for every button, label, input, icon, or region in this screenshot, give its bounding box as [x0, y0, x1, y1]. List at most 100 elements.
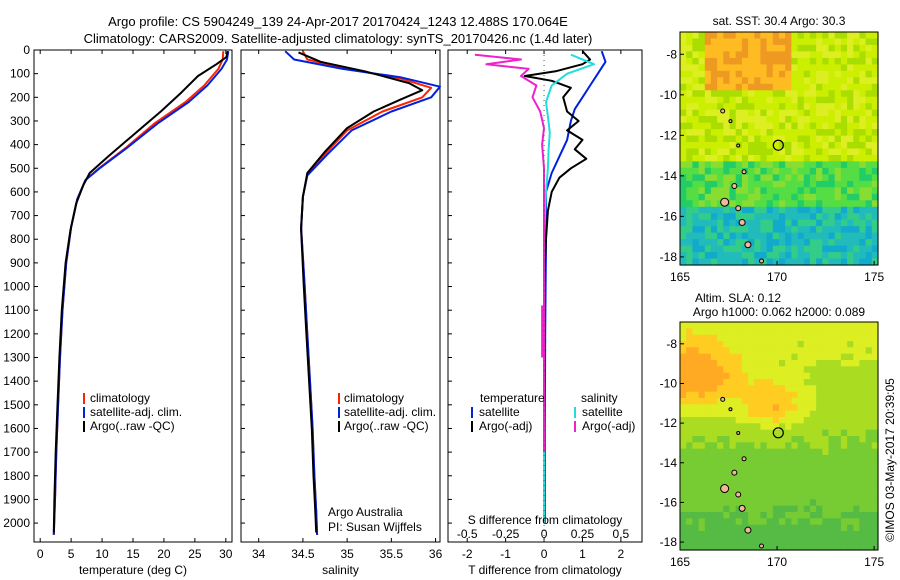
- heatmap-cell: [729, 51, 737, 59]
- heatmap-cell: [680, 448, 687, 456]
- heatmap-cell: [865, 360, 873, 367]
- heatmap-cell: [847, 442, 854, 450]
- heatmap-cell: [828, 417, 836, 424]
- heatmap-cell: [717, 252, 724, 260]
- heatmap-cell: [692, 512, 700, 519]
- heatmap-cell: [760, 96, 768, 104]
- heatmap-cell: [822, 44, 830, 52]
- heatmap-cell: [797, 353, 805, 361]
- heatmap-cell: [735, 347, 743, 355]
- heatmap-cell: [772, 518, 780, 526]
- heatmap-cell: [723, 505, 731, 513]
- heatmap-cell: [785, 404, 792, 412]
- heatmap-cell: [698, 385, 706, 393]
- heatmap-cell: [853, 417, 861, 424]
- heatmap-cell: [797, 38, 805, 46]
- heatmap-cell: [797, 379, 805, 386]
- heatmap-cell: [779, 347, 786, 355]
- heatmap-cell: [865, 486, 873, 494]
- heatmap-cell: [834, 96, 842, 104]
- heatmap-cell: [704, 64, 712, 72]
- heatmap-cell: [809, 448, 817, 456]
- heatmap-cell: [723, 77, 731, 85]
- heatmap-cell: [828, 512, 836, 519]
- heatmap-cell: [803, 398, 811, 405]
- heatmap-cell: [680, 38, 687, 46]
- heatmap-cell: [816, 480, 823, 488]
- heatmap-cell: [686, 474, 693, 481]
- heatmap-cell: [748, 180, 755, 188]
- heatmap-cell: [729, 366, 737, 374]
- heatmap-cell: [785, 410, 792, 418]
- heatmap-cell: [754, 245, 762, 253]
- heatmap-cell: [741, 341, 749, 348]
- heatmap-cell: [741, 116, 749, 124]
- heatmap-cell: [797, 64, 805, 72]
- heatmap-cell: [710, 103, 718, 111]
- heatmap-cell: [871, 148, 879, 156]
- heatmap-cell: [785, 379, 792, 386]
- heatmap-cell: [859, 505, 867, 513]
- heatmap-cell: [791, 135, 799, 143]
- heatmap-cell: [772, 398, 780, 405]
- heatmap-cell: [760, 155, 768, 163]
- heatmap-cell: [871, 366, 879, 374]
- heatmap-cell: [704, 219, 712, 227]
- heatmap-cell: [741, 161, 749, 169]
- heatmap-cell: [698, 531, 706, 538]
- heatmap-cell: [797, 180, 805, 188]
- heatmap-cell: [791, 455, 799, 462]
- heatmap-cell: [680, 239, 687, 247]
- heatmap-cell: [797, 467, 805, 475]
- heatmap-cell: [865, 213, 873, 221]
- heatmap-cell: [754, 258, 762, 266]
- heatmap-cell: [847, 96, 854, 104]
- heatmap-cell: [847, 518, 854, 526]
- heatmap-cell: [791, 219, 799, 227]
- heatmap-cell: [680, 334, 687, 342]
- heatmap-cell: [828, 167, 836, 175]
- heatmap-cell: [779, 226, 786, 234]
- heatmap-cell: [816, 455, 823, 462]
- heatmap-cell: [834, 391, 842, 399]
- heatmap-cell: [698, 51, 706, 59]
- heatmap-cell: [717, 410, 724, 418]
- heatmap-cell: [859, 252, 867, 260]
- heatmap-cell: [772, 524, 780, 532]
- heatmap-cell: [735, 122, 743, 130]
- heatmap-cell: [859, 448, 867, 456]
- heatmap-cell: [710, 455, 718, 462]
- heatmap-cell: [779, 461, 786, 469]
- heatmap-cell: [871, 193, 879, 201]
- heatmap-cell: [809, 436, 817, 443]
- heatmap-cell: [704, 455, 712, 462]
- heatmap-cell: [729, 148, 737, 156]
- heatmap-cell: [859, 200, 867, 208]
- heatmap-cell: [772, 360, 780, 367]
- heatmap-cell: [692, 328, 700, 336]
- heatmap-cell: [754, 455, 762, 462]
- heatmap-cell: [859, 537, 867, 545]
- heatmap-cell: [803, 155, 811, 163]
- heatmap-cell: [809, 442, 817, 450]
- heatmap-cell: [779, 360, 786, 367]
- heatmap-cell: [847, 474, 854, 481]
- heatmap-cell: [828, 96, 836, 104]
- heatmap-cell: [847, 161, 854, 169]
- heatmap-cell: [822, 161, 830, 169]
- heatmap-cell: [840, 219, 848, 227]
- y-tick-label: 1500: [3, 398, 30, 412]
- heatmap-cell: [865, 64, 873, 72]
- heatmap-cell: [704, 38, 712, 46]
- heatmap-cell: [834, 417, 842, 424]
- heatmap-cell: [698, 103, 706, 111]
- heatmap-cell: [686, 499, 693, 507]
- heatmap-cell: [735, 70, 743, 78]
- heatmap-cell: [729, 404, 737, 412]
- heatmap-cell: [853, 193, 861, 201]
- heatmap-cell: [754, 226, 762, 234]
- heatmap-cell: [828, 423, 836, 431]
- heatmap-cell: [735, 398, 743, 405]
- heatmap-cell: [859, 109, 867, 117]
- heatmap-cell: [735, 200, 743, 208]
